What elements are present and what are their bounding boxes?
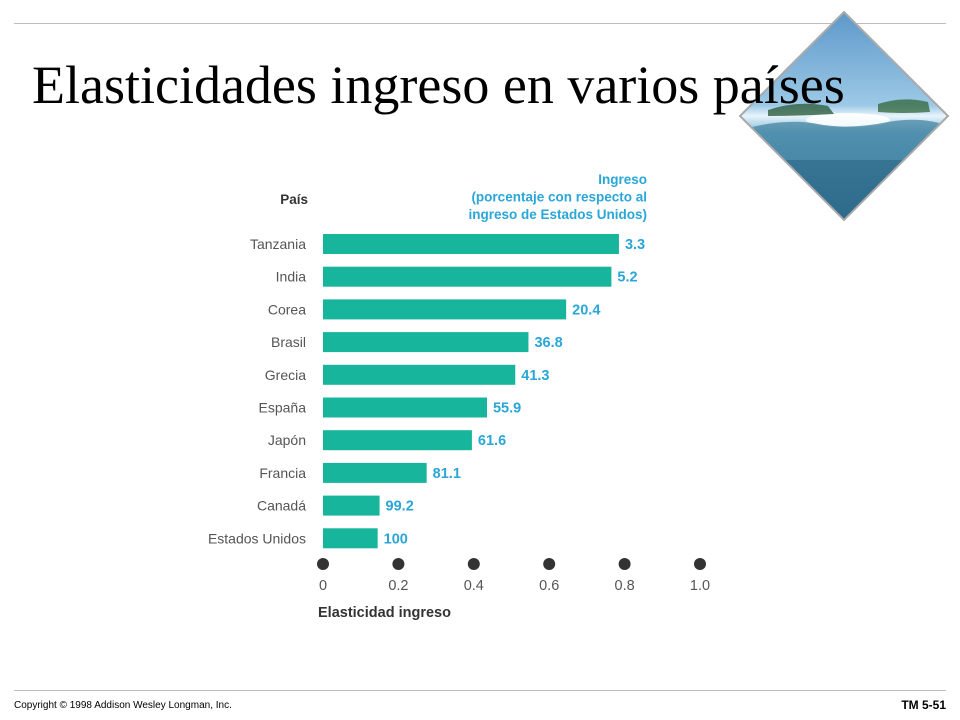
bar (323, 266, 612, 287)
x-tick-label: 0.2 (388, 578, 408, 594)
top-rule (14, 23, 946, 24)
income-value-label: 61.6 (478, 433, 506, 449)
bar (323, 495, 380, 516)
value-header-line: (porcentaje con respecto al (471, 190, 647, 205)
bars-group: Tanzania 3.3 India 5.2 Corea 20.4 Brasil 36.8 Gr… (208, 234, 645, 549)
category-label: Grecia (265, 367, 306, 383)
category-label: India (276, 269, 307, 285)
bar (323, 397, 487, 418)
category-label: Estados Unidos (208, 530, 306, 546)
income-value-label: 55.9 (493, 401, 521, 417)
category-label: España (259, 400, 307, 416)
income-value-label: 20.4 (572, 302, 600, 318)
category-label: Canadá (257, 498, 306, 514)
category-label: Corea (268, 301, 306, 317)
bar (323, 299, 567, 320)
tick-dot (618, 558, 631, 570)
value-header-line: ingreso de Estados Unidos) (468, 207, 647, 222)
income-value-label: 5.2 (617, 270, 637, 286)
bar (323, 528, 378, 549)
income-value-label: 100 (384, 531, 408, 547)
category-label: Japón (268, 432, 306, 448)
x-tick-label: 0.8 (615, 578, 635, 594)
slide-number: TM 5-51 (901, 698, 946, 712)
bar (323, 462, 427, 483)
tick-dot (467, 558, 480, 570)
income-value-label: 3.3 (625, 237, 645, 253)
copyright-text: Copyright © 1998 Addison Wesley Longman,… (14, 700, 232, 711)
bar (323, 234, 619, 254)
x-tick-label: 1.0 (690, 578, 710, 594)
income-value-label: 99.2 (386, 499, 414, 515)
slide-title: Elasticidades ingreso en varios países (32, 55, 845, 115)
x-tick-label: 0 (319, 578, 327, 594)
income-value-label: 41.3 (521, 368, 549, 384)
landscape-diamond-image (738, 10, 950, 222)
bar (323, 364, 516, 385)
category-header: País (280, 192, 308, 207)
category-label: Francia (259, 465, 306, 481)
x-tick-label: 0.6 (539, 578, 559, 594)
bar (323, 430, 472, 451)
tick-dot (543, 558, 556, 570)
x-tick-label: 0.4 (464, 578, 484, 594)
value-header-line: Ingreso (598, 172, 647, 187)
category-label: Tanzania (250, 236, 306, 252)
bottom-rule (14, 690, 946, 691)
tick-dot (694, 558, 706, 570)
income-value-label: 81.1 (433, 466, 461, 482)
bar (323, 332, 529, 353)
income-value-label: 36.8 (534, 335, 562, 351)
value-header: Ingreso (porcentaje con respecto al ingres… (468, 172, 647, 222)
tick-dot (392, 558, 405, 570)
category-label: Brasil (271, 334, 306, 350)
tick-dot (317, 558, 329, 570)
x-axis-label: Elasticidad ingreso (318, 605, 451, 621)
x-axis: 0 0.2 0.4 0.6 0.8 1.0 (317, 558, 710, 594)
